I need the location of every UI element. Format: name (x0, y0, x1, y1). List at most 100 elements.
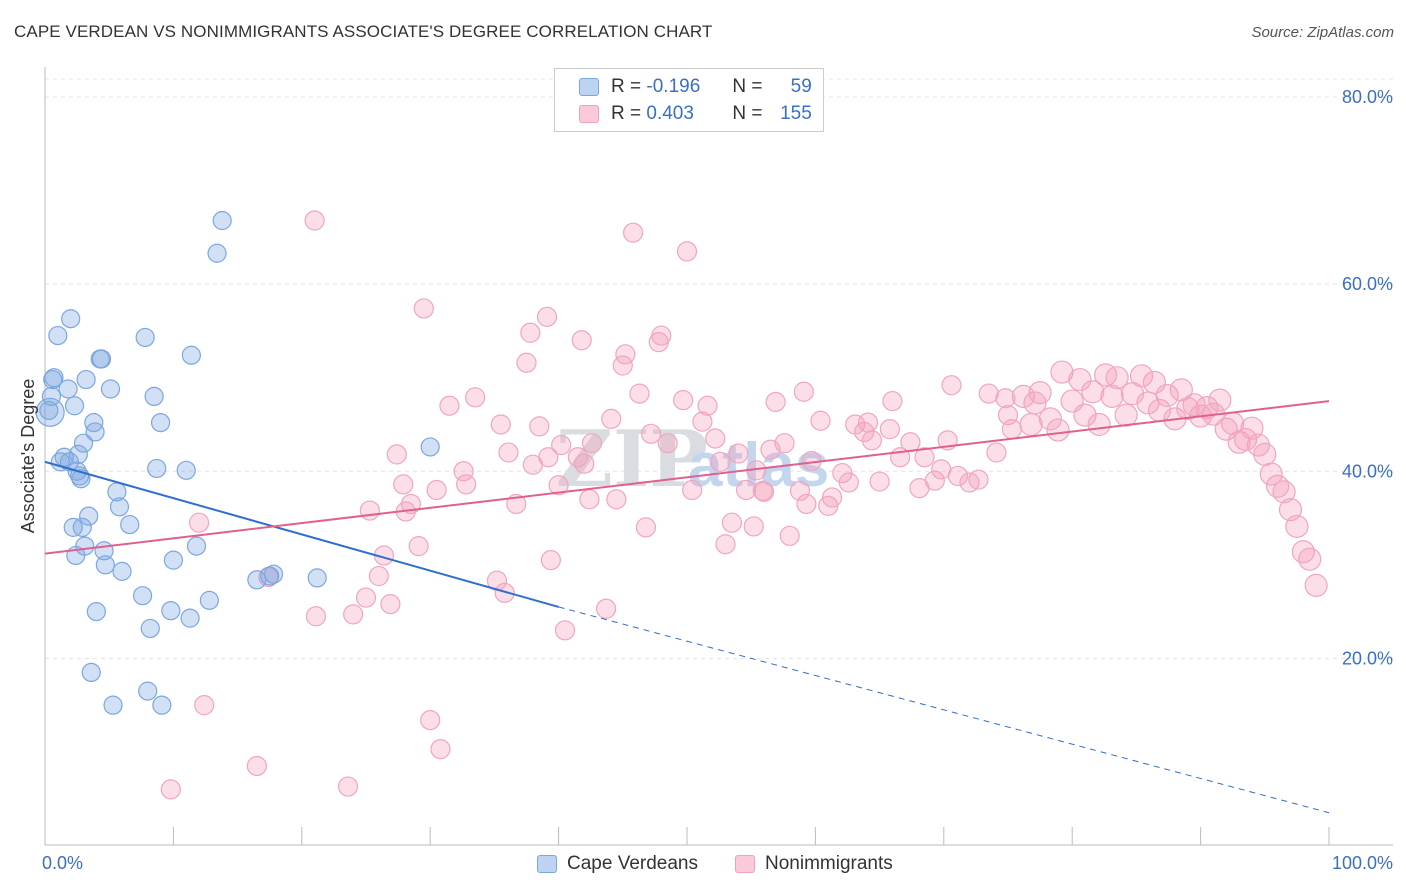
nonimmigrants-point (548, 475, 569, 496)
nonimmigrants-point (1155, 383, 1179, 408)
nonimmigrants-point (439, 395, 460, 416)
cape-verdeans-point (81, 662, 101, 683)
legend-r-value: -0.196 (646, 76, 701, 97)
cape-verdeans-point (35, 397, 65, 427)
nonimmigrants-point (728, 443, 749, 464)
cape-verdeans-point (120, 514, 140, 535)
legend-n-value: 155 (780, 103, 812, 124)
chart-title: CAPE VERDEAN VS NONIMMIGRANTS ASSOCIATE'… (14, 22, 713, 41)
nonimmigrants-point (721, 512, 743, 533)
nonimmigrants-point (606, 489, 627, 510)
cape-verdeans-point (68, 444, 88, 465)
nonimmigrants-point (1068, 367, 1092, 392)
nonimmigrants-point (538, 447, 559, 468)
cape-verdeans-point (91, 349, 112, 369)
cape-verdeans-point (73, 433, 94, 453)
nonimmigrants-point (551, 434, 572, 456)
cape-verdeans-point (86, 601, 106, 622)
cape-verdeans-point (85, 422, 105, 442)
cape-verdeans-point (135, 327, 155, 348)
nonimmigrants-point (420, 710, 441, 731)
nonimmigrants-point (579, 489, 600, 510)
cape-verdeans-point (144, 386, 164, 406)
cape-verdeans-point (163, 550, 183, 570)
correlation-legend: R = -0.196 N = 59 R = 0.403 N = 155 (554, 68, 824, 132)
nonimmigrants-point (651, 325, 672, 346)
legend-swatch-blue (579, 78, 599, 96)
nonimmigrants-point (629, 383, 650, 404)
nonimmigrants-point (601, 408, 622, 429)
legend-n-label: N = (732, 76, 763, 97)
nonimmigrants-point (796, 493, 817, 515)
nonimmigrants-point (554, 620, 576, 641)
nonimmigrants-point (426, 479, 447, 501)
nonimmigrants-point (1285, 514, 1309, 539)
nonimmigrants-point (941, 375, 962, 396)
nonimmigrants-point (408, 535, 429, 557)
nonimmigrants-point (1259, 462, 1283, 486)
bottom-legend-label: Nonimmigrants (765, 853, 893, 874)
cape-verdeans-point (58, 379, 78, 399)
nonimmigrants-point (1304, 573, 1328, 597)
nonimmigrants-point (657, 433, 678, 454)
nonimmigrants-point (682, 479, 703, 501)
nonimmigrants-point (753, 481, 775, 502)
nonimmigrants-point (735, 479, 757, 501)
nonimmigrants-point (337, 776, 359, 797)
nonimmigrants-point (978, 383, 999, 404)
nonimmigrants-point (359, 500, 380, 521)
cape-verdeans-point (161, 601, 181, 621)
nonimmigrants-point (1291, 540, 1315, 564)
cape-verdeans-point (138, 681, 158, 701)
nonimmigrants-point (386, 444, 407, 465)
bottom-legend-swatch-blue (537, 855, 557, 873)
cape-verdeans-point (61, 309, 81, 329)
nonimmigrants-point (673, 390, 694, 411)
nonimmigrants-point (498, 442, 519, 463)
nonimmigrants-point (882, 390, 903, 412)
cape-verdeans-point (48, 325, 68, 346)
nonimmigrants-point (947, 465, 969, 487)
nonimmigrants-point (188, 512, 210, 533)
nonimmigrants-point (1176, 396, 1200, 421)
nonimmigrants-point (1253, 442, 1277, 467)
nonimmigrants-point (1100, 384, 1124, 408)
y-tick-label: 40.0% (1342, 461, 1393, 481)
cape-verdeans-point (103, 695, 123, 715)
nonimmigrants-point (581, 433, 603, 454)
cape-verdeans-point (212, 210, 232, 231)
nonimmigrants-point (529, 416, 550, 437)
nonimmigrants-point (1081, 380, 1105, 404)
trend-line-nonimmigrants (44, 400, 1330, 555)
nonimmigrants-point (879, 419, 900, 440)
nonimmigrants-point (793, 381, 814, 402)
bottom-legend-swatch-pink (735, 855, 755, 873)
nonimmigrants-point (1001, 419, 1022, 440)
nonimmigrants-point (393, 474, 414, 495)
nonimmigrants-point (494, 582, 515, 603)
nonimmigrants-point (715, 534, 736, 555)
nonimmigrants-point (1129, 364, 1154, 388)
legend-n-label: N = (732, 103, 763, 124)
x-tick-label: 0.0% (42, 853, 83, 873)
cape-verdeans-point (307, 568, 327, 588)
cape-verdeans-point (147, 458, 167, 479)
nonimmigrants-point (596, 598, 617, 619)
nonimmigrants-point (1038, 407, 1062, 431)
trend-line-cape-verdeans-extension (558, 606, 1330, 814)
nonimmigrants-point (1050, 360, 1074, 384)
cape-verdeans-point (186, 536, 207, 556)
nonimmigrants-point (774, 433, 795, 454)
nonimmigrants-point (995, 388, 1016, 409)
nonimmigrants-point (453, 461, 474, 482)
nonimmigrants-point (710, 451, 731, 472)
y-tick-label: 60.0% (1342, 274, 1393, 294)
y-tick-label: 20.0% (1342, 648, 1393, 668)
nonimmigrants-point (516, 352, 537, 373)
y-tick-label: 80.0% (1342, 87, 1393, 107)
nonimmigrants-point (635, 517, 657, 538)
nonimmigrants-point (857, 412, 879, 433)
nonimmigrants-point (1073, 403, 1097, 427)
nonimmigrants-point (413, 298, 434, 319)
cape-verdeans-point (75, 536, 95, 556)
